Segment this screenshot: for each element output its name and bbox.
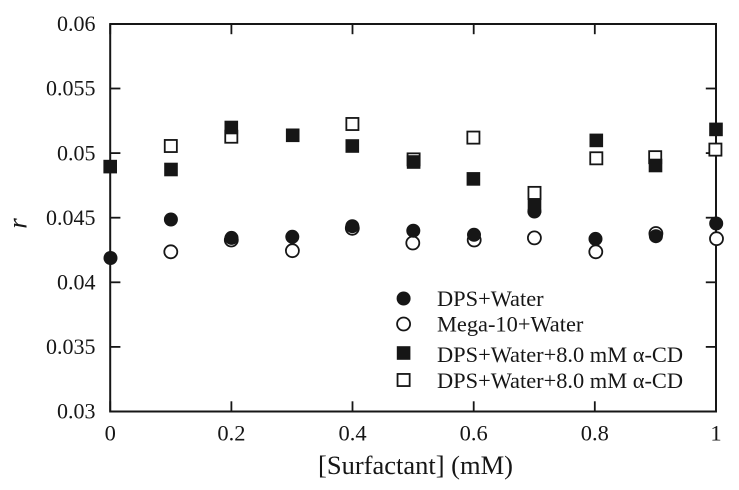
svg-text:0.4: 0.4 <box>338 421 366 446</box>
svg-text:0: 0 <box>105 421 116 446</box>
svg-text:[Surfactant] (mM): [Surfactant] (mM) <box>318 450 513 480</box>
svg-text:0.03: 0.03 <box>57 399 96 424</box>
svg-text:0.035: 0.035 <box>46 334 96 359</box>
svg-text:0.06: 0.06 <box>57 11 96 36</box>
svg-text:0.2: 0.2 <box>217 421 245 446</box>
svg-text:0.05: 0.05 <box>57 140 96 165</box>
svg-text:Mega-10+Water: Mega-10+Water <box>437 312 584 337</box>
svg-text:1: 1 <box>710 421 721 446</box>
svg-text:0.055: 0.055 <box>46 76 96 101</box>
svg-text:DPS+Water: DPS+Water <box>437 286 544 311</box>
svg-text:0.8: 0.8 <box>581 421 609 446</box>
svg-text:r: r <box>3 218 33 229</box>
svg-text:DPS+Water+8.0 mM α-CD: DPS+Water+8.0 mM α-CD <box>437 342 683 367</box>
svg-text:0.04: 0.04 <box>57 270 96 295</box>
svg-text:DPS+Water+8.0 mM α-CD: DPS+Water+8.0 mM α-CD <box>437 368 683 393</box>
svg-text:0.045: 0.045 <box>46 205 96 230</box>
svg-text:0.6: 0.6 <box>460 421 488 446</box>
